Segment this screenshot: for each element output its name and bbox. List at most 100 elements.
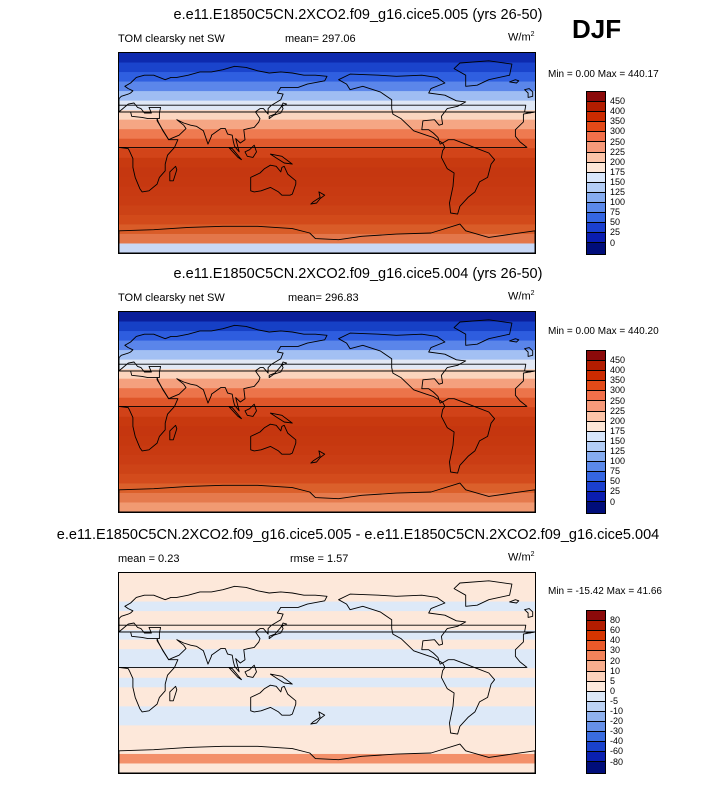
panel-stat: rmse = 1.57 (290, 553, 349, 565)
panel-title: e.e11.E1850C5CN.2XCO2.f09_g16.cice5.005 … (173, 7, 543, 23)
colorbar-swatch (587, 641, 605, 652)
map-canvas (119, 53, 535, 253)
coastline-new-zealand (310, 450, 326, 464)
coastline-britain (524, 88, 534, 98)
colorbar-swatch (587, 502, 605, 513)
latitude-band (119, 176, 535, 187)
units-base: W/m (508, 290, 531, 303)
latitude-band (119, 454, 535, 465)
latitude-band (119, 407, 535, 418)
coastline-new-guinea (269, 153, 293, 165)
latitude-band (119, 620, 535, 631)
colorbar-tick-label: 175 (610, 166, 626, 177)
latitude-band (119, 687, 535, 698)
colorbar-swatch (587, 371, 605, 382)
colorbar-swatch (587, 213, 605, 224)
latitude-band (119, 340, 535, 351)
latitude-band (119, 243, 535, 253)
colorbar-swatch (587, 611, 605, 622)
colorbar-tick-label: 250 (610, 136, 626, 147)
colorbar-swatch (587, 691, 605, 702)
colorbar-tick-label: 250 (610, 395, 626, 406)
coastline-iceland (509, 338, 520, 343)
contour-map (118, 311, 536, 513)
latitude-band (119, 224, 535, 235)
coastline-australia (250, 423, 297, 455)
latitude-band (119, 388, 535, 399)
map-canvas (119, 573, 535, 773)
colorbar-swatch (587, 631, 605, 642)
colorbar-tick-label: 400 (610, 106, 626, 117)
latitude-band (119, 119, 535, 130)
colorbar-tick-label: 0 (610, 685, 616, 696)
colorbar-tick-label: -10 (610, 706, 624, 716)
coastline-greenland (453, 319, 513, 346)
latitude-band (119, 397, 535, 408)
coastline-greenland (453, 60, 513, 87)
coastline-australia (250, 684, 297, 716)
latitude-band (119, 464, 535, 475)
colorbar-swatch (587, 361, 605, 372)
coastline-eurasia (119, 585, 535, 673)
coastline-greenland (453, 580, 513, 607)
latitude-band (119, 763, 535, 773)
colorbar-swatch (587, 431, 605, 442)
colorbar-tick-label: 75 (610, 207, 621, 218)
latitude-band (119, 91, 535, 102)
colorbar-swatch (587, 391, 605, 402)
colorbar-swatch (587, 441, 605, 452)
colorbar-swatch (587, 742, 605, 753)
coastline-africa (119, 370, 535, 452)
panel-units: W/m2 (508, 290, 535, 303)
latitude-band (119, 573, 535, 584)
latitude-band (119, 649, 535, 660)
colorbar-tick-label: 350 (610, 375, 626, 386)
colorbar-swatch (587, 462, 605, 473)
contour-map (118, 572, 536, 774)
coastline-britain (524, 347, 534, 357)
colorbar-swatch (587, 102, 605, 113)
panel-variable-label: mean = 0.23 (118, 553, 180, 565)
panel-variable-label: TOM clearsky net SW (118, 292, 225, 304)
coastline-eurasia (119, 324, 535, 412)
panel-stat: mean= 297.06 (285, 33, 356, 45)
colorbar-tick-label: 5 (610, 675, 616, 686)
map-canvas (119, 312, 535, 512)
colorbar-swatch (587, 233, 605, 244)
coastline-sumatra (228, 405, 242, 420)
latitude-band (119, 706, 535, 717)
colorbar-tick-label: 350 (610, 116, 626, 127)
latitude-band (119, 321, 535, 332)
colorbar-swatch (587, 701, 605, 712)
latitude-band (119, 378, 535, 389)
units-base: W/m (508, 551, 531, 564)
latitude-band (119, 611, 535, 622)
colorbar-swatch (587, 661, 605, 672)
colorbar-swatch (587, 132, 605, 143)
latitude-band (119, 138, 535, 149)
colorbar-tick-label: 125 (610, 187, 626, 197)
colorbar-tick-label: 40 (610, 635, 621, 646)
latitude-band (119, 53, 535, 64)
colorbar-tick-label: 450 (610, 355, 626, 366)
latitude-band (119, 696, 535, 707)
latitude-band (119, 639, 535, 650)
colorbar-swatch (587, 651, 605, 662)
panel-stat: mean= 296.83 (288, 292, 359, 304)
coastline-eurasia (119, 65, 535, 153)
colorbar-swatch (587, 243, 605, 254)
colorbar-tick-label: 60 (610, 625, 621, 636)
colorbar-tick-label: 200 (610, 156, 626, 167)
colorbar-swatch (587, 421, 605, 432)
colorbar (586, 350, 606, 514)
latitude-band (119, 167, 535, 178)
latitude-band (119, 81, 535, 92)
colorbar-tick-label: 25 (610, 486, 621, 497)
colorbar-swatch (587, 162, 605, 173)
coastline-iceland (509, 599, 520, 604)
colorbar-swatch (587, 142, 605, 153)
coastline-britain (524, 608, 534, 618)
latitude-band (119, 205, 535, 216)
coastline-new-zealand (310, 191, 326, 205)
colorbar-tick-label: 0 (610, 496, 616, 507)
